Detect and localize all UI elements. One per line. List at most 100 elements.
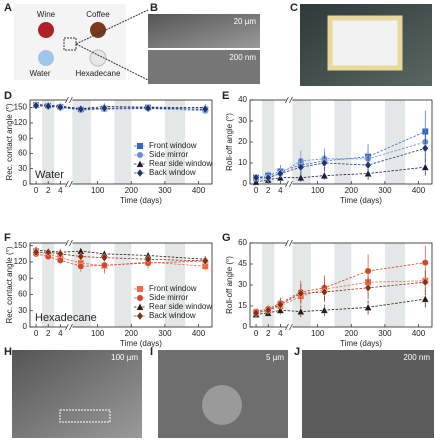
y-tick-label: 60 [18, 149, 27, 158]
y-axis-label: Roll-off angle (°) [225, 113, 234, 171]
marker [201, 256, 209, 266]
droplet [90, 22, 106, 38]
legend-marker [136, 285, 144, 293]
sem-image [148, 14, 260, 48]
shaded-band [292, 100, 311, 184]
droplet [38, 50, 54, 66]
zoom-line [75, 9, 149, 45]
y-tick-label: 90 [18, 133, 27, 142]
y-tick-label: 45 [238, 259, 247, 268]
marker [264, 305, 272, 315]
marker [320, 305, 329, 314]
legend-marker [136, 159, 144, 168]
axis-break [285, 180, 289, 188]
axis-break [65, 239, 69, 247]
axis-break [69, 96, 73, 104]
y-tick-label: 150 [14, 103, 28, 112]
scale-bar-label: 20 µm [234, 17, 257, 26]
axis-break [289, 96, 293, 104]
x-axis-label: Time (days) [340, 339, 382, 348]
marker [364, 267, 372, 275]
x-tick-label: 2 [46, 329, 51, 338]
marker [44, 101, 52, 111]
panel-label: B [150, 2, 158, 14]
marker [100, 103, 108, 113]
marker [297, 162, 305, 172]
shaded-band [114, 243, 132, 327]
x-tick-label: 4 [58, 186, 63, 195]
axis-break [69, 323, 73, 331]
x-tick-label: 4 [278, 186, 283, 195]
shaded-band [262, 243, 275, 327]
annotation: Water [35, 169, 64, 181]
panel-label: E [222, 90, 229, 102]
particle [202, 385, 242, 425]
y-tick-label: 60 [18, 290, 27, 299]
legend-label: Front window [149, 141, 197, 150]
plot-frame [29, 242, 213, 328]
shaded-band [42, 243, 55, 327]
axis-break [285, 239, 289, 247]
marker [364, 160, 372, 170]
x-tick-label: 400 [412, 186, 426, 195]
axis-break [65, 96, 69, 104]
marker [320, 287, 328, 297]
axis-break [69, 239, 73, 247]
x-tick-label: 4 [58, 329, 63, 338]
legend-label: Rear side window [149, 159, 212, 168]
marker [100, 261, 108, 269]
marker [276, 169, 284, 178]
x-tick-label: 100 [91, 186, 105, 195]
shaded-band [384, 100, 406, 184]
photo [14, 4, 126, 80]
y-tick-label: 0 [23, 322, 28, 331]
panel-label: D [4, 90, 12, 102]
x-tick-label: 200 [125, 329, 139, 338]
x-tick-label: 400 [412, 329, 426, 338]
marker [297, 289, 305, 298]
x-axis-label: Time (days) [120, 196, 162, 205]
droplet [38, 22, 54, 38]
x-tick-label: 2 [46, 186, 51, 195]
marker [77, 252, 85, 261]
y-tick-label: 120 [14, 118, 28, 127]
y-tick-label: 0 [243, 179, 248, 188]
shaded-band [72, 100, 91, 184]
y-tick-label: 120 [14, 257, 28, 266]
marker [77, 262, 85, 270]
shaded-band [114, 100, 132, 184]
axis-break [285, 96, 289, 104]
x-tick-label: 2 [266, 186, 271, 195]
marker [421, 277, 429, 287]
scale-bar-label: 200 nm [229, 53, 256, 62]
marker [320, 158, 328, 168]
panel-label: G [222, 232, 231, 244]
x-tick-label: 200 [345, 186, 359, 195]
panel-label: H [4, 346, 12, 358]
y-tick-label: 60 [238, 238, 247, 247]
marker [264, 173, 272, 183]
marker [421, 259, 429, 266]
x-tick-label: 200 [345, 329, 359, 338]
marker [201, 104, 209, 114]
marker [296, 307, 305, 315]
marker [252, 308, 260, 318]
y-tick-label: 15 [238, 301, 247, 310]
y-tick-label: 150 [14, 241, 28, 250]
axis-break [66, 180, 73, 188]
legend-label: Front window [149, 284, 197, 293]
sem-image [148, 50, 260, 84]
legend-label: Side mirror [149, 293, 188, 302]
droplet [89, 49, 107, 67]
axis-break [289, 323, 293, 331]
x-tick-label: 0 [34, 329, 39, 338]
shaded-band [292, 243, 311, 327]
marker [144, 254, 152, 264]
x-tick-label: 300 [158, 329, 172, 338]
shaded-band [72, 243, 91, 327]
x-tick-label: 0 [254, 329, 259, 338]
legend-marker [136, 302, 144, 311]
annotation: Hexadecane [35, 312, 97, 324]
sem-image [12, 350, 142, 438]
